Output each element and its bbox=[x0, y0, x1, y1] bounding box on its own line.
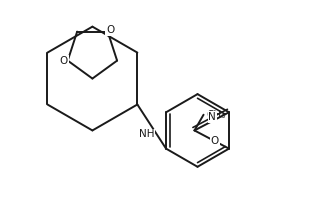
Text: NH: NH bbox=[139, 129, 154, 139]
Text: CH₃: CH₃ bbox=[206, 110, 225, 120]
Text: O: O bbox=[211, 136, 219, 146]
Text: N: N bbox=[208, 112, 216, 122]
Text: O: O bbox=[106, 25, 115, 35]
Text: O: O bbox=[60, 56, 68, 66]
